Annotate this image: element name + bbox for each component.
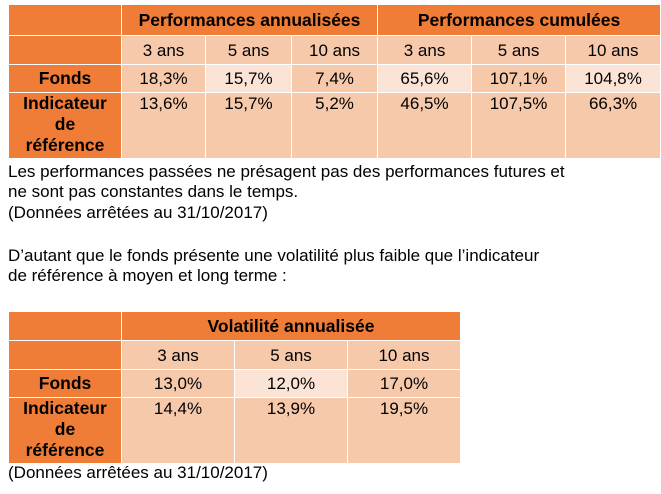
table-cell: 107,5%	[471, 92, 567, 159]
label-line: Indicateur	[23, 398, 107, 418]
corner-cell	[8, 311, 122, 341]
period-header: 5 ans	[471, 35, 567, 65]
table-cell: 19,5%	[347, 397, 461, 464]
cumulative-performance-header: Performances cumulées	[377, 4, 661, 36]
disclaimer-line: Les performances passées ne présagent pa…	[8, 162, 565, 181]
label-line: Indicateur	[23, 93, 107, 113]
row-label-fonds: Fonds	[8, 369, 122, 398]
period-header: 3 ans	[377, 35, 473, 65]
label-line: référence	[25, 135, 105, 155]
table-cell: 13,0%	[121, 369, 235, 398]
table-cell: 15,7%	[205, 92, 292, 159]
corner-cell	[8, 340, 122, 370]
table-cell: 66,3%	[565, 92, 661, 159]
volatility-intro-line: de référence à moyen et long terme :	[8, 266, 287, 285]
period-header: 10 ans	[565, 35, 661, 65]
table-cell: 18,3%	[121, 64, 206, 93]
table-cell: 12,0%	[234, 369, 348, 398]
volatility-header: Volatilité annualisée	[121, 311, 461, 341]
performance-table: Performances annualisées Performances cu…	[8, 4, 661, 159]
period-header: 5 ans	[205, 35, 292, 65]
table-cell: 46,5%	[377, 92, 473, 159]
row-label-indicateur: Indicateur de référence	[8, 397, 122, 464]
period-header: 10 ans	[290, 35, 379, 65]
table-cell: 17,0%	[347, 369, 461, 398]
table-cell: 107,1%	[471, 64, 567, 93]
row-label-fonds: Fonds	[8, 64, 122, 93]
table-cell: 13,9%	[234, 397, 348, 464]
table-cell: 15,7%	[205, 64, 292, 93]
label-line: de	[54, 114, 76, 134]
volatility-intro-line: D’autant que le fonds présente une volat…	[8, 246, 540, 265]
table-cell: 7,4%	[290, 64, 379, 93]
row-label-indicateur: Indicateur de référence	[8, 92, 122, 159]
table-cell: 104,8%	[565, 64, 661, 93]
disclaimer-line: ne sont pas constantes dans le temps.	[8, 182, 299, 201]
table-cell: 13,6%	[121, 92, 206, 159]
table-cell: 5,2%	[290, 92, 379, 159]
volatility-table: Volatilité annualisée 3 ans 5 ans 10 ans…	[8, 311, 461, 464]
period-header: 5 ans	[234, 340, 348, 370]
corner-cell	[8, 4, 122, 36]
period-header: 3 ans	[121, 340, 235, 370]
corner-cell	[8, 35, 122, 65]
table-cell: 65,6%	[377, 64, 473, 93]
period-header: 10 ans	[347, 340, 461, 370]
label-line: de	[54, 419, 76, 439]
label-line: référence	[25, 440, 105, 460]
annualized-performance-header: Performances annualisées	[120, 4, 379, 36]
data-date-note: (Données arrêtées au 31/10/2017)	[8, 203, 268, 222]
table-cell: 14,4%	[121, 397, 235, 464]
data-date-footnote: (Données arrêtées au 31/10/2017)	[8, 463, 268, 482]
period-header: 3 ans	[121, 35, 206, 65]
